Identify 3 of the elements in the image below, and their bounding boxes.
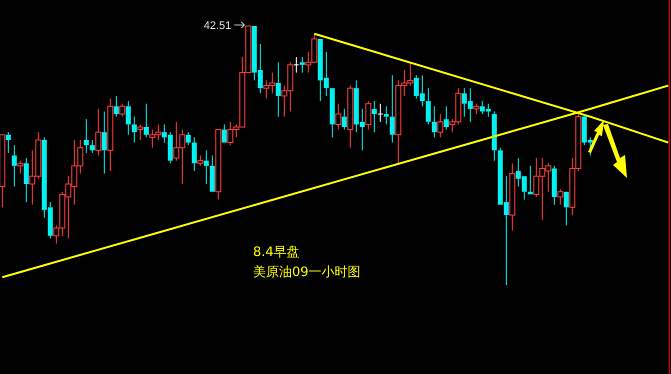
- annotation: 42.51: [204, 20, 232, 32]
- annotation: 美原油09一小时图: [253, 264, 361, 280]
- annotation: 8.4早盘: [253, 245, 300, 260]
